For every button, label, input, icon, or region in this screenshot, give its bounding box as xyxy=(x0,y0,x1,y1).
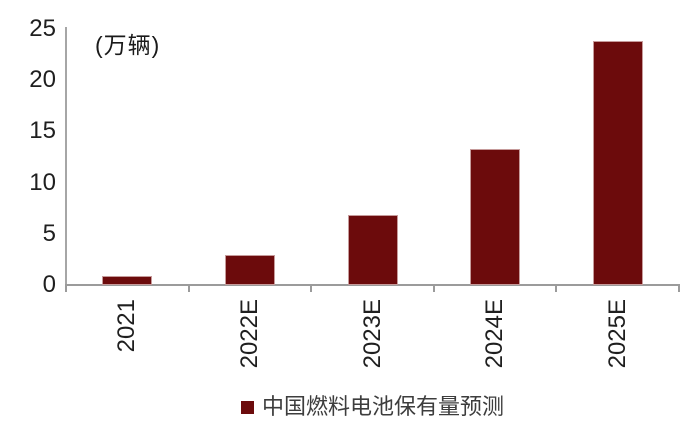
x-axis-line xyxy=(65,284,680,286)
legend-series-label: 中国燃料电池保有量预测 xyxy=(261,394,504,419)
y-axis-tick-label: 5 xyxy=(42,219,56,247)
x-axis-category-label: 2022E xyxy=(235,299,263,369)
x-axis-tick-mark xyxy=(555,286,558,292)
x-axis-tick-mark xyxy=(187,286,190,292)
x-axis-tick-mark xyxy=(432,286,435,292)
x-axis-tick-mark xyxy=(65,286,67,292)
x-axis-tick-mark xyxy=(678,286,680,292)
x-axis-category-label: 2024E xyxy=(481,299,509,369)
x-axis-tick-mark xyxy=(310,286,313,292)
x-axis-category-label: 2021 xyxy=(113,299,141,353)
bar-2025E xyxy=(592,41,643,285)
bar-2022E xyxy=(224,255,275,285)
x-axis-category-label: 2023E xyxy=(358,299,386,369)
bar-2024E xyxy=(470,148,521,285)
chart-legend: 中国燃料电池保有量预测 xyxy=(66,394,679,420)
y-axis-unit-label: (万辆) xyxy=(95,32,161,58)
x-axis-category-label: 2025E xyxy=(603,299,631,369)
y-axis-line xyxy=(65,27,67,286)
bar-2021 xyxy=(102,275,153,285)
y-axis-tick-label: 0 xyxy=(42,271,56,298)
y-axis-tick-label: 25 xyxy=(29,15,56,42)
bar-2023E xyxy=(347,215,398,285)
y-axis-tick-label: 20 xyxy=(29,66,56,94)
legend-marker-icon xyxy=(240,400,254,414)
y-axis-tick-label: 10 xyxy=(29,168,56,196)
y-axis-tick-label: 15 xyxy=(29,117,56,145)
